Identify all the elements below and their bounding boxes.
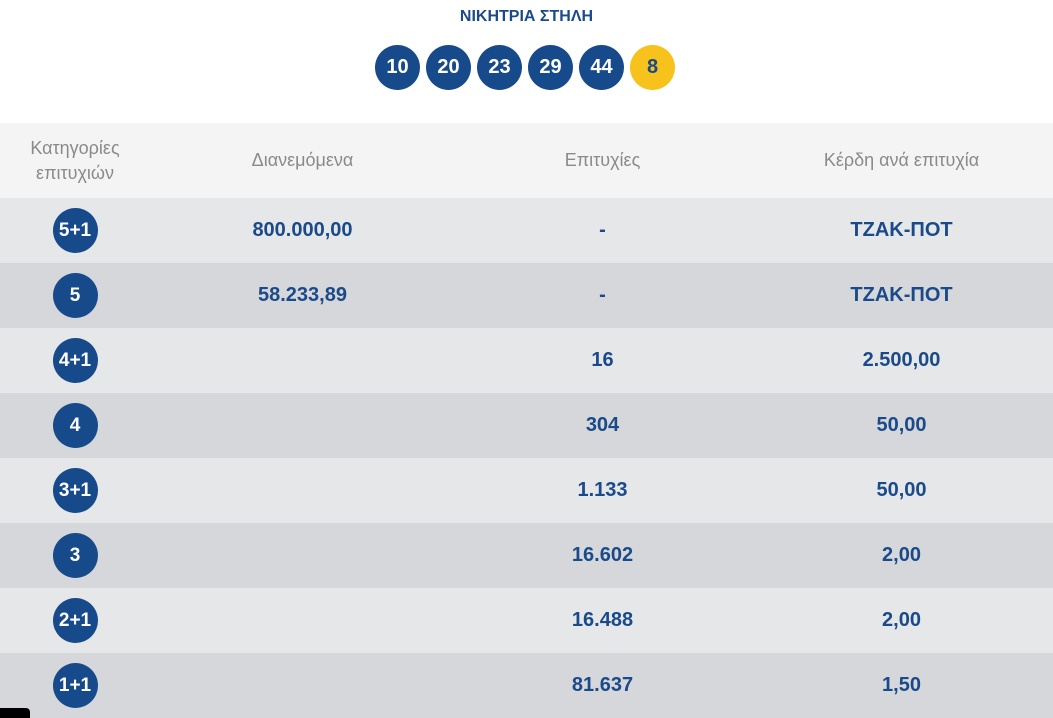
winners-cell: 16.488 <box>571 609 634 631</box>
category-badge: 4+1 <box>52 338 98 383</box>
prize-cell: 2,00 <box>882 544 921 566</box>
category-badge: 5 <box>52 273 98 318</box>
prize-cell: ΤΖΑΚ-ΠΟΤ <box>850 284 953 306</box>
prize-table: Κατηγορίες επιτυχιών Διανεμόμενα Επιτυχί… <box>0 123 1053 718</box>
header-prize-per-winner: Κέρδη ανά επιτυχία <box>823 150 980 170</box>
winners-cell: 304 <box>585 414 620 436</box>
distributed-cell: 58.233,89 <box>258 284 347 306</box>
table-row: 3 16.602 2,00 <box>0 523 1053 588</box>
corner-overlay <box>0 708 30 718</box>
winning-number-ball: 44 <box>579 45 624 90</box>
header-categories-line1: Κατηγορίες <box>30 137 120 158</box>
prize-cell: 2.500,00 <box>862 349 941 371</box>
table-row: 1+1 81.637 1,50 <box>0 653 1053 718</box>
prize-cell: 50,00 <box>876 479 927 501</box>
winning-number-ball: 23 <box>477 45 522 90</box>
table-row: 4+1 16 2.500,00 <box>0 328 1053 393</box>
category-badge: 5+1 <box>52 208 98 253</box>
category-badge: 1+1 <box>52 663 98 708</box>
category-badge: 4 <box>52 403 98 448</box>
joker-number-ball: 8 <box>630 45 675 90</box>
winning-number-ball: 20 <box>426 45 471 90</box>
category-badge: 3+1 <box>52 468 98 513</box>
winning-numbers: 10 20 23 29 44 8 <box>375 45 675 90</box>
winners-cell: - <box>599 284 606 306</box>
header-winners: Επιτυχίες <box>564 150 641 170</box>
winners-cell: 16 <box>591 349 614 371</box>
category-badge: 3 <box>52 533 98 578</box>
table-row: 4 304 50,00 <box>0 393 1053 458</box>
prize-cell: 50,00 <box>876 414 927 436</box>
winners-cell: 81.637 <box>571 674 634 696</box>
prize-cell: 1,50 <box>882 674 921 696</box>
winners-cell: 1.133 <box>577 479 628 501</box>
table-row: 5 58.233,89 - ΤΖΑΚ-ΠΟΤ <box>0 263 1053 328</box>
distributed-cell: 800.000,00 <box>252 219 353 241</box>
winning-number-ball: 10 <box>375 45 420 90</box>
prize-table-header: Κατηγορίες επιτυχιών Διανεμόμενα Επιτυχί… <box>0 123 1053 198</box>
table-row: 3+1 1.133 50,00 <box>0 458 1053 523</box>
winning-line-section: ΝΙΚΗΤΡΙΑ ΣΤΗΛΗ 10 20 23 29 44 8 <box>0 0 1053 123</box>
category-badge: 2+1 <box>52 598 98 643</box>
winning-line-title: ΝΙΚΗΤΡΙΑ ΣΤΗΛΗ <box>459 8 594 25</box>
header-categories-line2: επιτυχιών <box>36 162 114 183</box>
header-distributed: Διανεμόμενα <box>251 150 354 170</box>
table-row: 2+1 16.488 2,00 <box>0 588 1053 653</box>
header-categories: Κατηγορίες επιτυχιών <box>0 136 150 186</box>
prize-cell: 2,00 <box>882 609 921 631</box>
prize-cell: ΤΖΑΚ-ΠΟΤ <box>850 219 953 241</box>
winning-number-ball: 29 <box>528 45 573 90</box>
winners-cell: 16.602 <box>571 544 634 566</box>
winners-cell: - <box>599 219 606 241</box>
table-row: 5+1 800.000,00 - ΤΖΑΚ-ΠΟΤ <box>0 198 1053 263</box>
